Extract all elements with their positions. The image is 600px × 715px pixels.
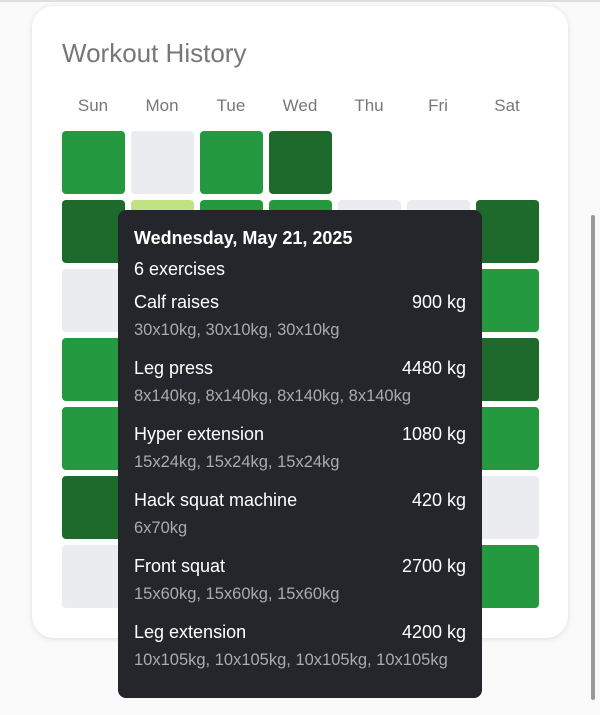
- title: Workout History: [62, 38, 247, 68]
- exercise-name: Hack squat machine: [134, 490, 298, 510]
- exercise-sets: 30x10kg, 30x10kg, 30x10kg: [134, 321, 340, 339]
- exercise-total: 420 kg: [411, 490, 466, 510]
- exercise-sets: 15x24kg, 15x24kg, 15x24kg: [134, 453, 340, 471]
- day-cell: [476, 407, 539, 470]
- exercise-total: 900 kg: [411, 292, 466, 312]
- exercise-sets: 6x70kg: [134, 519, 188, 537]
- exercise-name: Hyper extension: [134, 424, 265, 444]
- day-cell: [62, 269, 125, 332]
- exercise-total: 2700 kg: [401, 556, 466, 576]
- weekday-label: Thu: [354, 96, 384, 115]
- exercise-sets: 8x140kg, 8x140kg, 8x140kg, 8x140kg: [134, 387, 412, 405]
- tooltip-date: Wednesday, May 21, 2025: [134, 228, 353, 248]
- day-cell: [476, 200, 539, 263]
- exercise-total: 1080 kg: [401, 424, 466, 444]
- day-cell: [476, 545, 539, 608]
- exercise-name: Leg press: [134, 358, 214, 378]
- exercise-sets: 15x60kg, 15x60kg, 15x60kg: [134, 585, 340, 603]
- day-cell: [62, 407, 125, 470]
- day-cell: [131, 131, 194, 194]
- tooltip-summary: 6 exercises: [134, 259, 226, 279]
- exercise-name: Front squat: [134, 556, 226, 576]
- weekday-label: Fri: [428, 96, 448, 115]
- scrollbar: [591, 215, 595, 700]
- weekday-label: Sun: [77, 96, 109, 115]
- tooltip: [118, 210, 482, 698]
- weekday-label: Wed: [282, 96, 318, 115]
- day-cell: [62, 338, 125, 401]
- weekday-label: Sat: [494, 96, 520, 115]
- day-cell: [476, 269, 539, 332]
- weekday-label: Mon: [145, 96, 179, 115]
- exercise-name: Leg extension: [134, 622, 247, 642]
- exercise-total: 4200 kg: [401, 622, 466, 642]
- day-cell: [62, 545, 125, 608]
- exercise-total: 4480 kg: [401, 358, 466, 378]
- day-cell: [62, 200, 125, 263]
- day-cell: [200, 131, 263, 194]
- day-cell: [269, 131, 332, 194]
- exercise-sets: 10x105kg, 10x105kg, 10x105kg, 10x105kg: [134, 651, 448, 669]
- weekday-label: Tue: [216, 96, 246, 115]
- day-cell: [476, 476, 539, 539]
- day-cell: [476, 338, 539, 401]
- exercise-name: Calf raises: [134, 292, 220, 312]
- top-line: [0, 0, 600, 2]
- day-cell: [62, 476, 125, 539]
- day-cell: [62, 131, 125, 194]
